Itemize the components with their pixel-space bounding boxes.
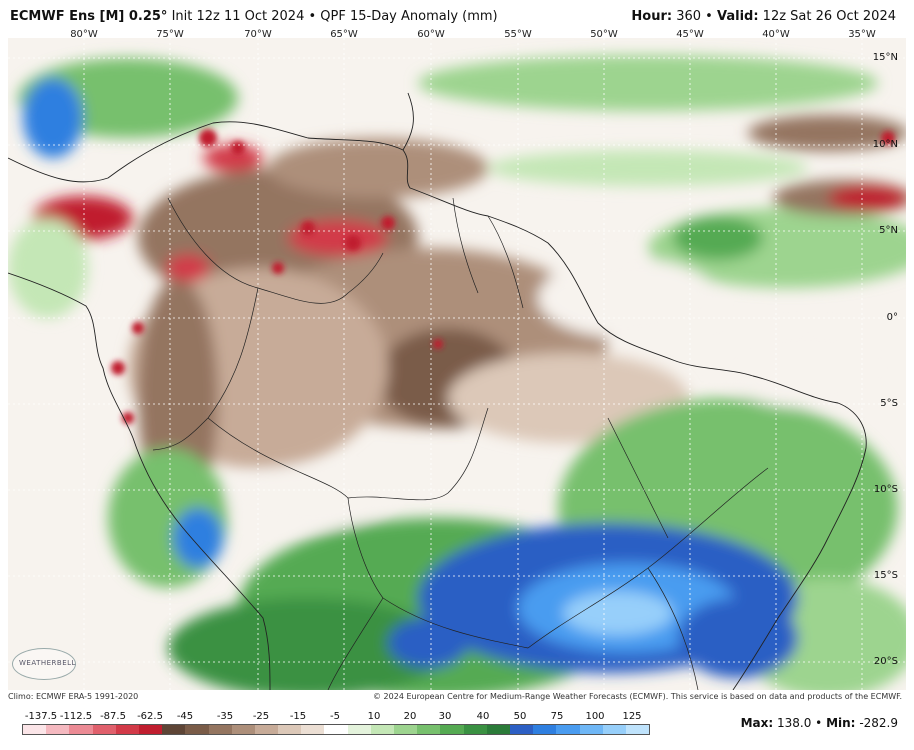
lon-label: 50°W xyxy=(590,29,618,40)
max-value: 138.0 xyxy=(777,716,812,730)
colorbar-swatch xyxy=(625,725,650,734)
logo-text: WEATHERBELL xyxy=(19,659,76,667)
legend-tick: 75 xyxy=(550,711,564,722)
legend-tick: 10 xyxy=(367,711,381,722)
legend-tick: -25 xyxy=(252,711,270,722)
colorbar-swatch xyxy=(162,725,186,734)
header: ECMWF Ens [M] 0.25° Init 12z 11 Oct 2024… xyxy=(0,0,914,30)
lat-label: 10°S xyxy=(873,484,898,495)
lat-label: 5°N xyxy=(879,225,898,236)
colorbar-swatch xyxy=(556,725,580,734)
min-value: -282.9 xyxy=(859,716,898,730)
copyright-note: © 2024 European Centre for Medium-Range … xyxy=(373,692,902,701)
lat-label: 15°N xyxy=(872,52,898,63)
valid-value: 12z Sat 26 Oct 2024 xyxy=(762,9,896,24)
title: ECMWF Ens [M] 0.25° Init 12z 11 Oct 2024… xyxy=(10,9,498,24)
model-name: ECMWF Ens [M] 0.25° xyxy=(10,9,168,24)
min-label: Min: xyxy=(826,716,856,730)
legend-tick: -35 xyxy=(216,711,234,722)
colorbar-swatch xyxy=(92,725,116,734)
legend-tick: -137.5 xyxy=(24,711,58,722)
legend-tick: 100 xyxy=(585,711,605,722)
colorbar-swatch xyxy=(185,725,209,734)
heavy-deficit-cells xyxy=(111,129,895,424)
legend-tick: -45 xyxy=(176,711,194,722)
colorbar-swatch xyxy=(115,725,139,734)
lat-label: 20°S xyxy=(873,656,898,667)
lon-label: 70°W xyxy=(244,29,272,40)
weatherbell-logo: WEATHERBELL xyxy=(12,648,76,680)
lon-label: 55°W xyxy=(504,29,532,40)
colorbar-swatch xyxy=(46,725,70,734)
lon-label: 35°W xyxy=(848,29,876,40)
colorbar-swatch xyxy=(138,725,163,734)
lon-label: 40°W xyxy=(762,29,790,40)
lon-label: 65°W xyxy=(330,29,358,40)
coastlines xyxy=(7,92,867,691)
legend-tick: 30 xyxy=(438,711,452,722)
country-borders xyxy=(152,197,769,691)
max-min-readout: Max: 138.0 • Min: -282.9 xyxy=(740,716,898,730)
colorbar-swatch xyxy=(486,725,510,734)
colorbar-swatch xyxy=(602,725,626,734)
colorbar-swatch xyxy=(417,725,441,734)
lat-label: 15°S xyxy=(873,570,898,581)
legend-tick: -5 xyxy=(330,711,340,722)
lon-label: 45°W xyxy=(676,29,704,40)
colorbar-swatch xyxy=(347,725,371,734)
map-canvas xyxy=(7,38,914,698)
colorbar-swatch xyxy=(509,725,534,734)
legend-tick: 125 xyxy=(622,711,642,722)
colorbar-swatch xyxy=(278,725,302,734)
colorbar xyxy=(22,724,650,735)
legend-tick: -112.5 xyxy=(59,711,93,722)
colorbar-swatch xyxy=(208,725,232,734)
init-time: Init 12z 11 Oct 2024 xyxy=(171,9,305,24)
max-label: Max: xyxy=(740,716,774,730)
legend-tick: 50 xyxy=(513,711,527,722)
anomaly-map[interactable]: 15°N 10°N 5°N 0° 5°S 10°S 15°S 20°S WEAT… xyxy=(7,38,914,698)
product-name: QPF 15-Day Anomaly (mm) xyxy=(320,9,498,24)
colorbar-swatch xyxy=(23,725,47,734)
color-legend: -137.5 -112.5 -87.5 -62.5 -45 -35 -25 -1… xyxy=(22,709,650,749)
colorbar-swatch xyxy=(440,725,464,734)
legend-tick: -15 xyxy=(289,711,307,722)
lon-label: 60°W xyxy=(417,29,445,40)
graticule xyxy=(8,38,906,690)
legend-tick: -87.5 xyxy=(100,711,126,722)
valid-time: Hour: 360 • Valid: 12z Sat 26 Oct 2024 xyxy=(631,9,896,24)
colorbar-swatch xyxy=(463,725,487,734)
colorbar-swatch xyxy=(579,725,603,734)
legend-tick: -62.5 xyxy=(137,711,163,722)
colorbar-swatch xyxy=(301,725,325,734)
colorbar-swatch xyxy=(324,725,348,734)
hour-label: Hour: xyxy=(631,9,673,24)
lon-label: 75°W xyxy=(156,29,184,40)
lon-label: 80°W xyxy=(70,29,98,40)
colorbar-swatch xyxy=(533,725,557,734)
longitude-labels: 80°W 75°W 70°W 65°W 60°W 55°W 50°W 45°W … xyxy=(0,29,914,41)
legend-tick: 40 xyxy=(476,711,490,722)
hour-value: 360 xyxy=(676,9,702,24)
colorbar-swatch xyxy=(394,725,418,734)
colorbar-swatch xyxy=(254,725,279,734)
legend-tick: 20 xyxy=(403,711,417,722)
colorbar-swatch xyxy=(69,725,93,734)
valid-label: Valid: xyxy=(716,9,759,24)
climo-note: Climo: ECMWF ERA-5 1991-2020 xyxy=(8,692,139,701)
lat-label: 0° xyxy=(886,312,898,323)
lat-label: 10°N xyxy=(872,139,898,150)
colorbar-swatch xyxy=(231,725,255,734)
colorbar-swatch xyxy=(370,725,394,734)
lat-label: 5°S xyxy=(880,398,898,409)
